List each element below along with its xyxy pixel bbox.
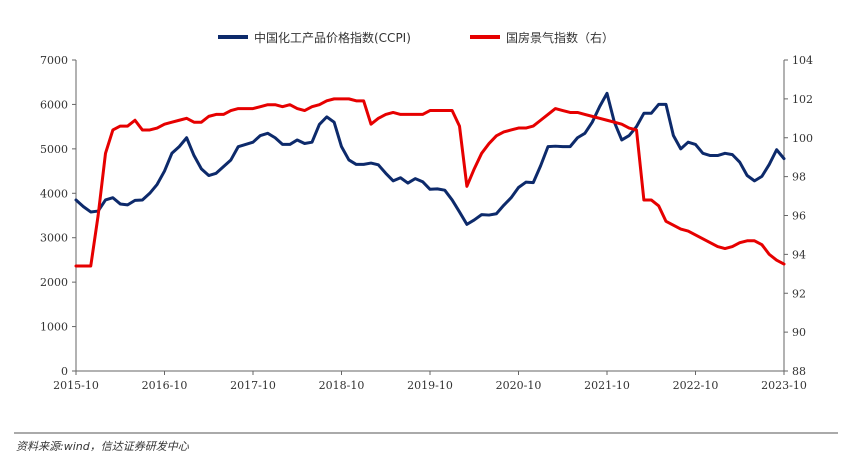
right-tick-label: 90 xyxy=(792,326,806,339)
right-tick-label: 100 xyxy=(792,132,813,145)
series-line-housing-index xyxy=(74,97,786,268)
series-layer xyxy=(74,91,786,268)
right-y-axis: 88 90 92 94 96 98 100 102 104 xyxy=(783,54,813,378)
right-tick-label: 88 xyxy=(792,365,806,378)
left-tick-label: 2000 xyxy=(40,276,68,289)
x-tick-label: 2017-10 xyxy=(230,379,276,392)
x-tick-label: 2015-10 xyxy=(53,379,99,392)
right-tick-label: 98 xyxy=(792,171,806,184)
left-tick-label: 4000 xyxy=(40,187,68,200)
left-tick-label: 7000 xyxy=(40,54,68,67)
right-tick-label: 104 xyxy=(792,54,813,67)
right-tick-label: 92 xyxy=(792,287,806,300)
series-line-ccpi xyxy=(74,91,786,226)
x-tick-label: 2020-10 xyxy=(496,379,542,392)
left-tick-label: 1000 xyxy=(40,321,68,334)
legend-label: 中国化工产品价格指数(CCPI) xyxy=(254,30,411,45)
right-tick-label: 102 xyxy=(792,93,813,106)
x-tick-label: 2022-10 xyxy=(673,379,719,392)
source-note: 资料来源:wind，信达证券研发中心 xyxy=(16,440,190,453)
x-tick-label: 2016-10 xyxy=(142,379,188,392)
left-y-axis: 0 1000 2000 3000 4000 5000 6000 7000 xyxy=(40,54,77,378)
right-tick-label: 96 xyxy=(792,210,806,223)
left-tick-label: 3000 xyxy=(40,232,68,245)
legend: 中国化工产品价格指数(CCPI) 国房景气指数（右） xyxy=(218,30,614,45)
x-tick-label: 2019-10 xyxy=(407,379,453,392)
x-tick-label: 2021-10 xyxy=(584,379,630,392)
right-tick-label: 94 xyxy=(792,248,806,261)
x-axis: 2015-10 2016-10 2017-10 2018-10 2019-10 2020-… xyxy=(53,370,807,392)
left-tick-label: 5000 xyxy=(40,143,68,156)
legend-label: 国房景气指数（右） xyxy=(506,30,614,45)
left-tick-label: 6000 xyxy=(40,98,68,111)
x-tick-label: 2023-10 xyxy=(761,379,807,392)
left-tick-label: 0 xyxy=(61,365,68,378)
x-tick-label: 2018-10 xyxy=(319,379,365,392)
